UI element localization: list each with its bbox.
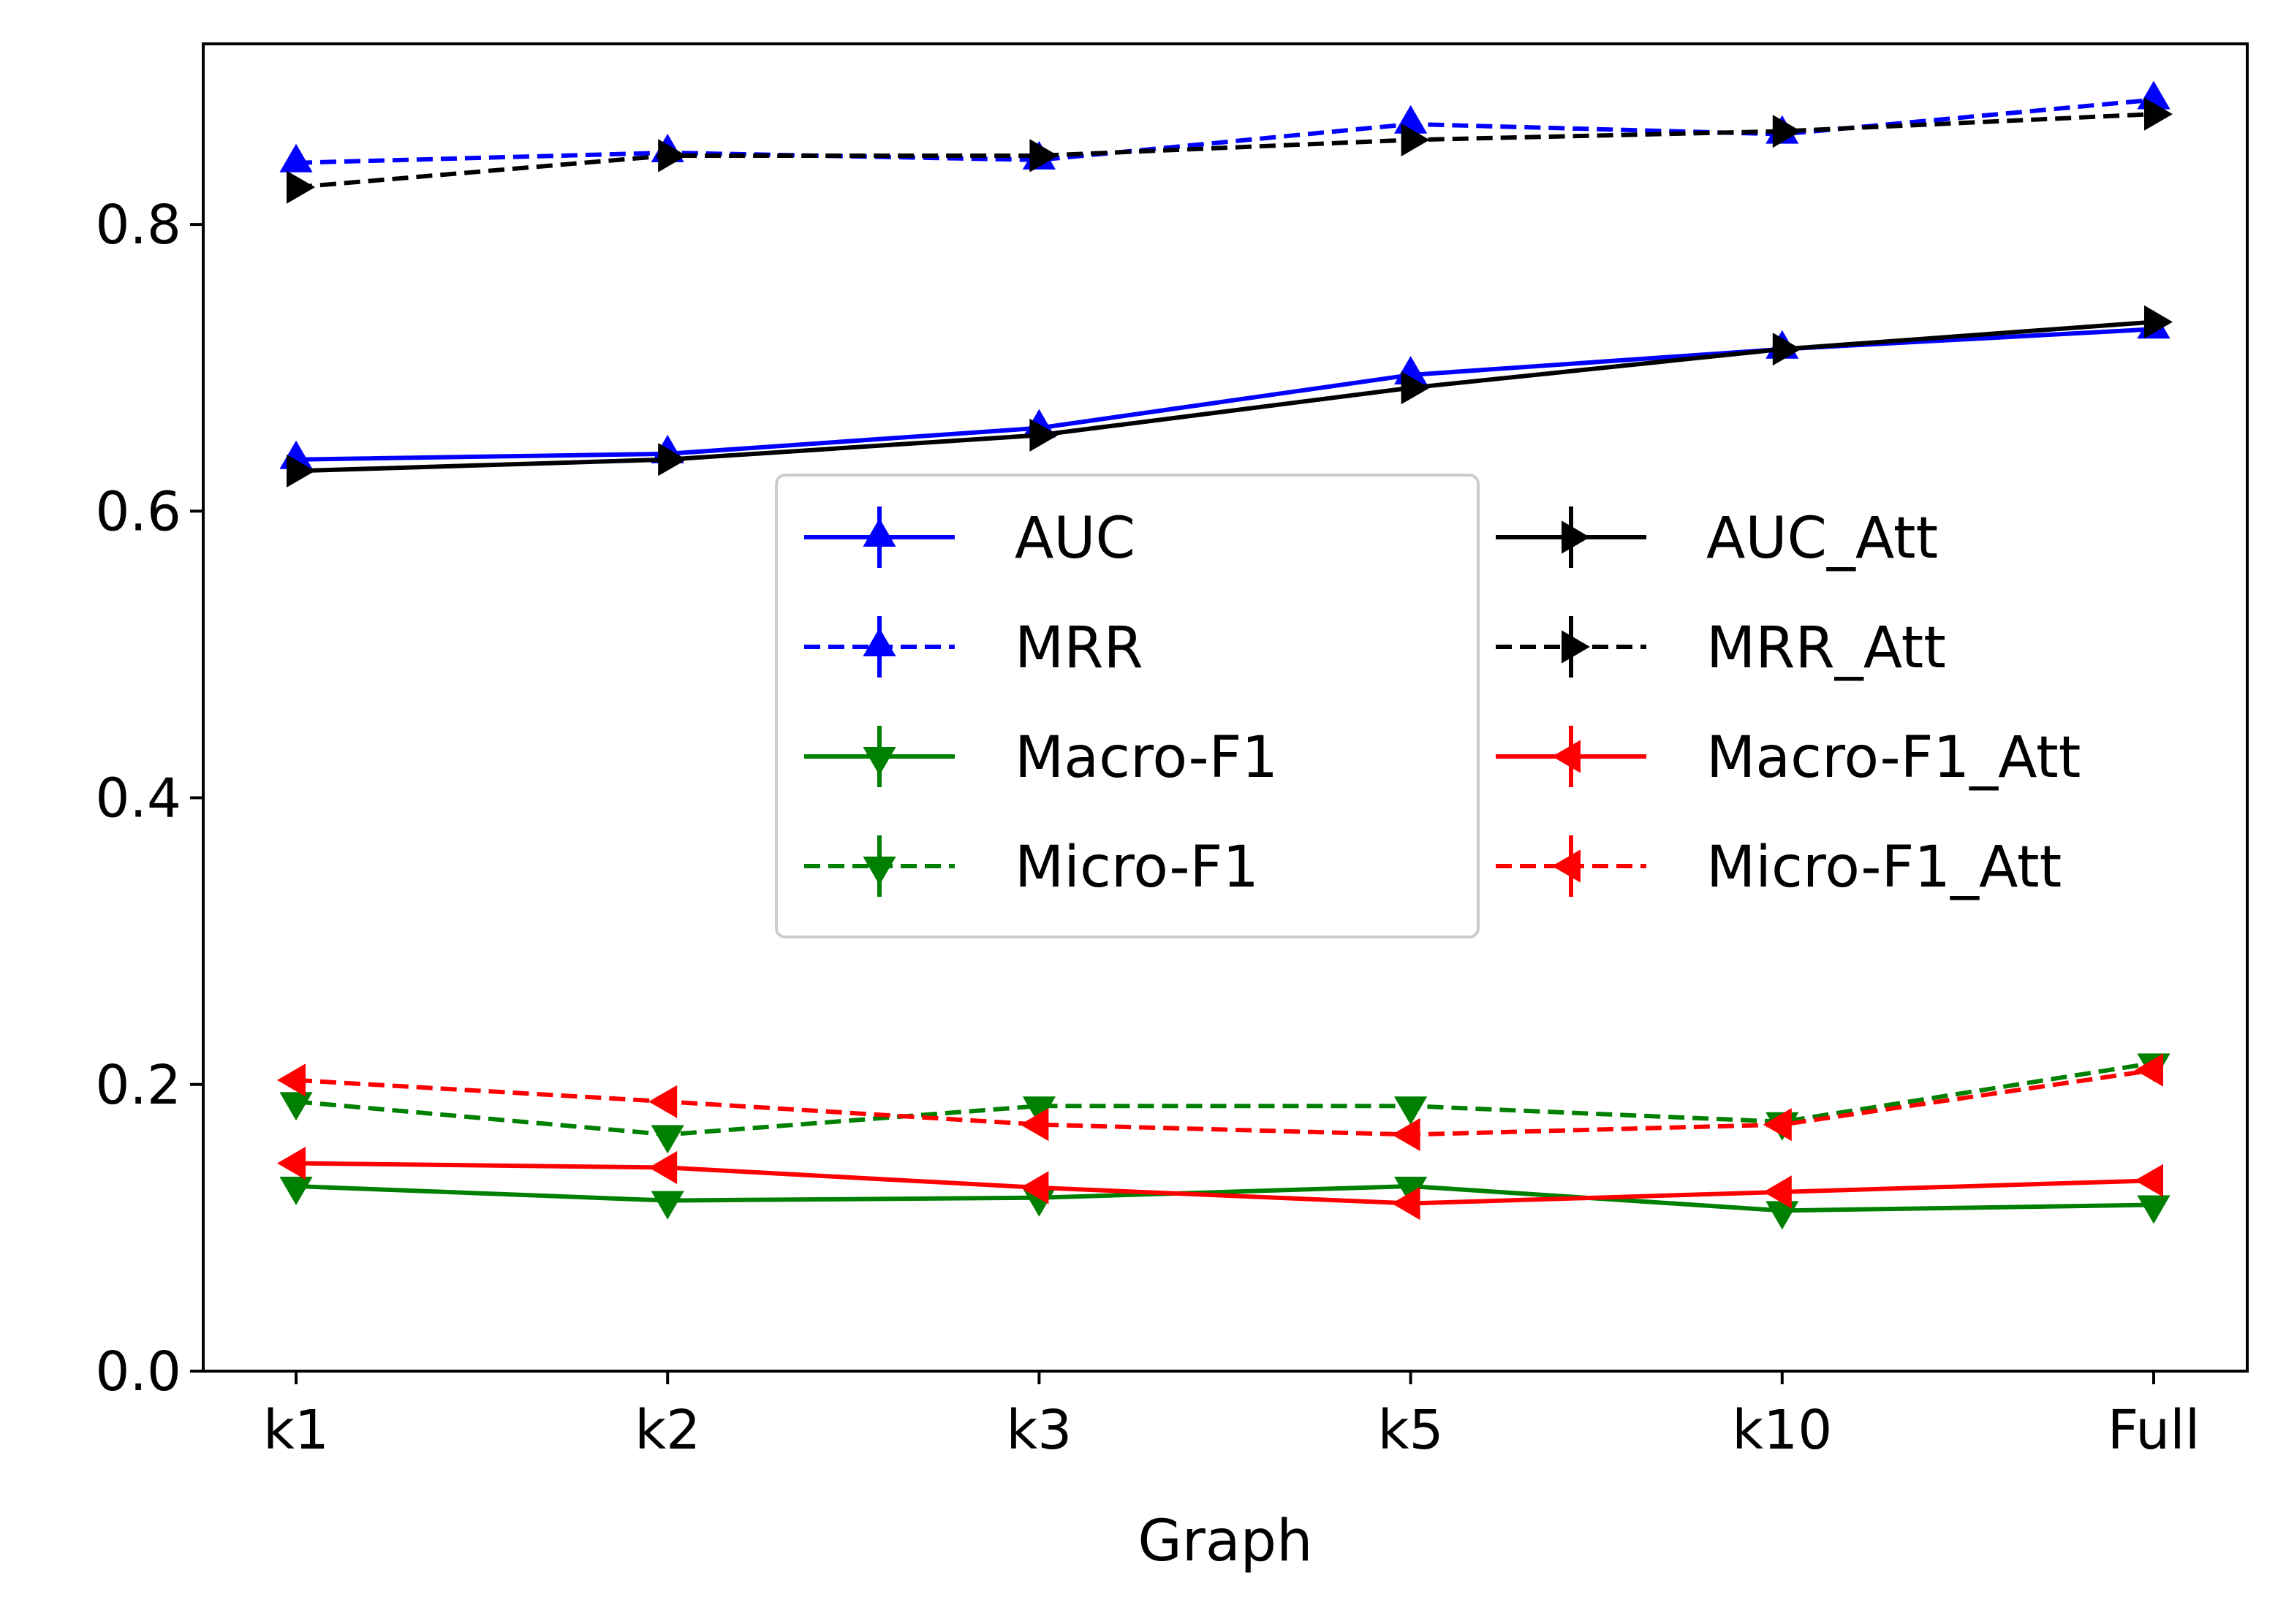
data-point xyxy=(1763,1108,1792,1142)
data-point xyxy=(2137,1195,2170,1224)
data-point xyxy=(1401,123,1430,156)
y-tick-label: 0.4 xyxy=(95,767,181,830)
data-point xyxy=(2144,97,2173,131)
legend-label: Micro-F1 xyxy=(1015,835,1259,900)
data-point xyxy=(1763,1175,1792,1209)
data-point xyxy=(287,454,315,487)
data-point xyxy=(1401,371,1430,405)
data-point xyxy=(287,170,315,204)
y-tick-label: 0.8 xyxy=(95,194,181,257)
legend-marker xyxy=(1562,630,1590,664)
series-line xyxy=(295,319,2154,474)
legend-marker xyxy=(863,518,896,547)
data-point xyxy=(277,1063,306,1097)
legend-marker xyxy=(1552,849,1581,883)
legend-box xyxy=(775,474,1480,938)
x-tick-label: k2 xyxy=(635,1399,700,1462)
series-auc xyxy=(279,310,2170,469)
legend-label: Micro-F1_Att xyxy=(1706,835,2062,900)
legend-label: AUC xyxy=(1015,506,1135,572)
x-axis-title: Graph xyxy=(1138,1509,1312,1574)
data-point xyxy=(1029,139,1059,172)
y-tick-label: 0.0 xyxy=(95,1340,181,1403)
data-point xyxy=(1020,1108,1049,1142)
x-tick-label: k5 xyxy=(1378,1399,1444,1462)
series-micro-f1-att xyxy=(277,1053,2163,1151)
series-line xyxy=(295,1161,2154,1206)
data-point xyxy=(658,139,687,172)
data-point xyxy=(1772,115,1801,148)
x-tick-label: k10 xyxy=(1732,1399,1832,1462)
series-line xyxy=(295,112,2154,190)
data-point xyxy=(279,143,313,172)
x-tick-label: Full xyxy=(2108,1399,2200,1462)
data-point xyxy=(2144,305,2173,339)
data-point xyxy=(648,1150,678,1185)
series-line xyxy=(295,1060,2154,1137)
data-point xyxy=(1394,1177,1428,1205)
data-point xyxy=(648,1085,678,1118)
series-line xyxy=(295,1068,2154,1137)
data-point xyxy=(1772,333,1801,366)
legend-label: MRR xyxy=(1015,615,1143,681)
legend-entry: MRR xyxy=(804,615,1143,681)
data-point xyxy=(277,1147,306,1180)
legend-entry: Macro-F1_Att xyxy=(1496,725,2081,791)
data-point xyxy=(1029,418,1059,452)
data-point xyxy=(1020,1171,1049,1204)
legend-marker xyxy=(863,857,896,885)
data-point xyxy=(1391,1186,1420,1221)
plot-frame xyxy=(202,42,2249,1373)
legend-entry: MRR_Att xyxy=(1496,615,1946,681)
legend-label: Macro-F1 xyxy=(1015,725,1278,791)
series-macro-f1-att xyxy=(277,1147,2163,1221)
data-point xyxy=(1394,1096,1428,1126)
legend-entry: AUC_Att xyxy=(1496,506,1938,572)
series-auc-att xyxy=(287,305,2173,487)
data-point xyxy=(2135,1053,2163,1087)
series-micro-f1 xyxy=(279,1053,2170,1154)
y-tick-label: 0.6 xyxy=(95,480,181,543)
legend-entry: AUC xyxy=(804,506,1135,572)
x-tick-label: k1 xyxy=(263,1399,329,1462)
data-point xyxy=(651,1125,684,1154)
legend: AUC MRR Macro-F1 Micro-F1 AUC_Att MRR_Att Macr… xyxy=(775,474,2081,938)
legend-marker xyxy=(1562,520,1590,554)
legend-marker xyxy=(863,747,896,775)
legend-label: AUC_Att xyxy=(1706,506,1938,572)
data-point xyxy=(1765,1201,1799,1230)
data-point xyxy=(279,1092,313,1121)
legend-marker xyxy=(1552,740,1581,773)
data-point xyxy=(1391,1118,1420,1151)
series-line xyxy=(295,97,2154,165)
legend-entry: Macro-F1 xyxy=(804,725,1278,791)
data-point xyxy=(651,1191,684,1220)
series-line xyxy=(295,1184,2154,1213)
data-point xyxy=(1022,1096,1056,1126)
y-tick-label: 0.2 xyxy=(95,1054,181,1117)
legend-label: Macro-F1_Att xyxy=(1706,725,2081,791)
series-group xyxy=(277,80,2173,1230)
legend-entry: Micro-F1 xyxy=(804,835,1259,900)
series-mrr-att xyxy=(287,97,2173,204)
legend-marker xyxy=(863,628,896,656)
x-tick-label: k3 xyxy=(1006,1399,1072,1462)
axis-ticks: 0.0 0.2 0.4 0.6 0.8 k1 k2 k3 k5 k10 Full xyxy=(95,194,2200,1462)
data-point xyxy=(658,443,687,477)
series-line xyxy=(295,327,2154,462)
data-point xyxy=(279,1177,313,1205)
series-macro-f1 xyxy=(279,1177,2170,1230)
data-point xyxy=(2135,1164,2163,1197)
legend-label: MRR_Att xyxy=(1706,615,1946,681)
legend-entry: Micro-F1_Att xyxy=(1496,835,2062,900)
